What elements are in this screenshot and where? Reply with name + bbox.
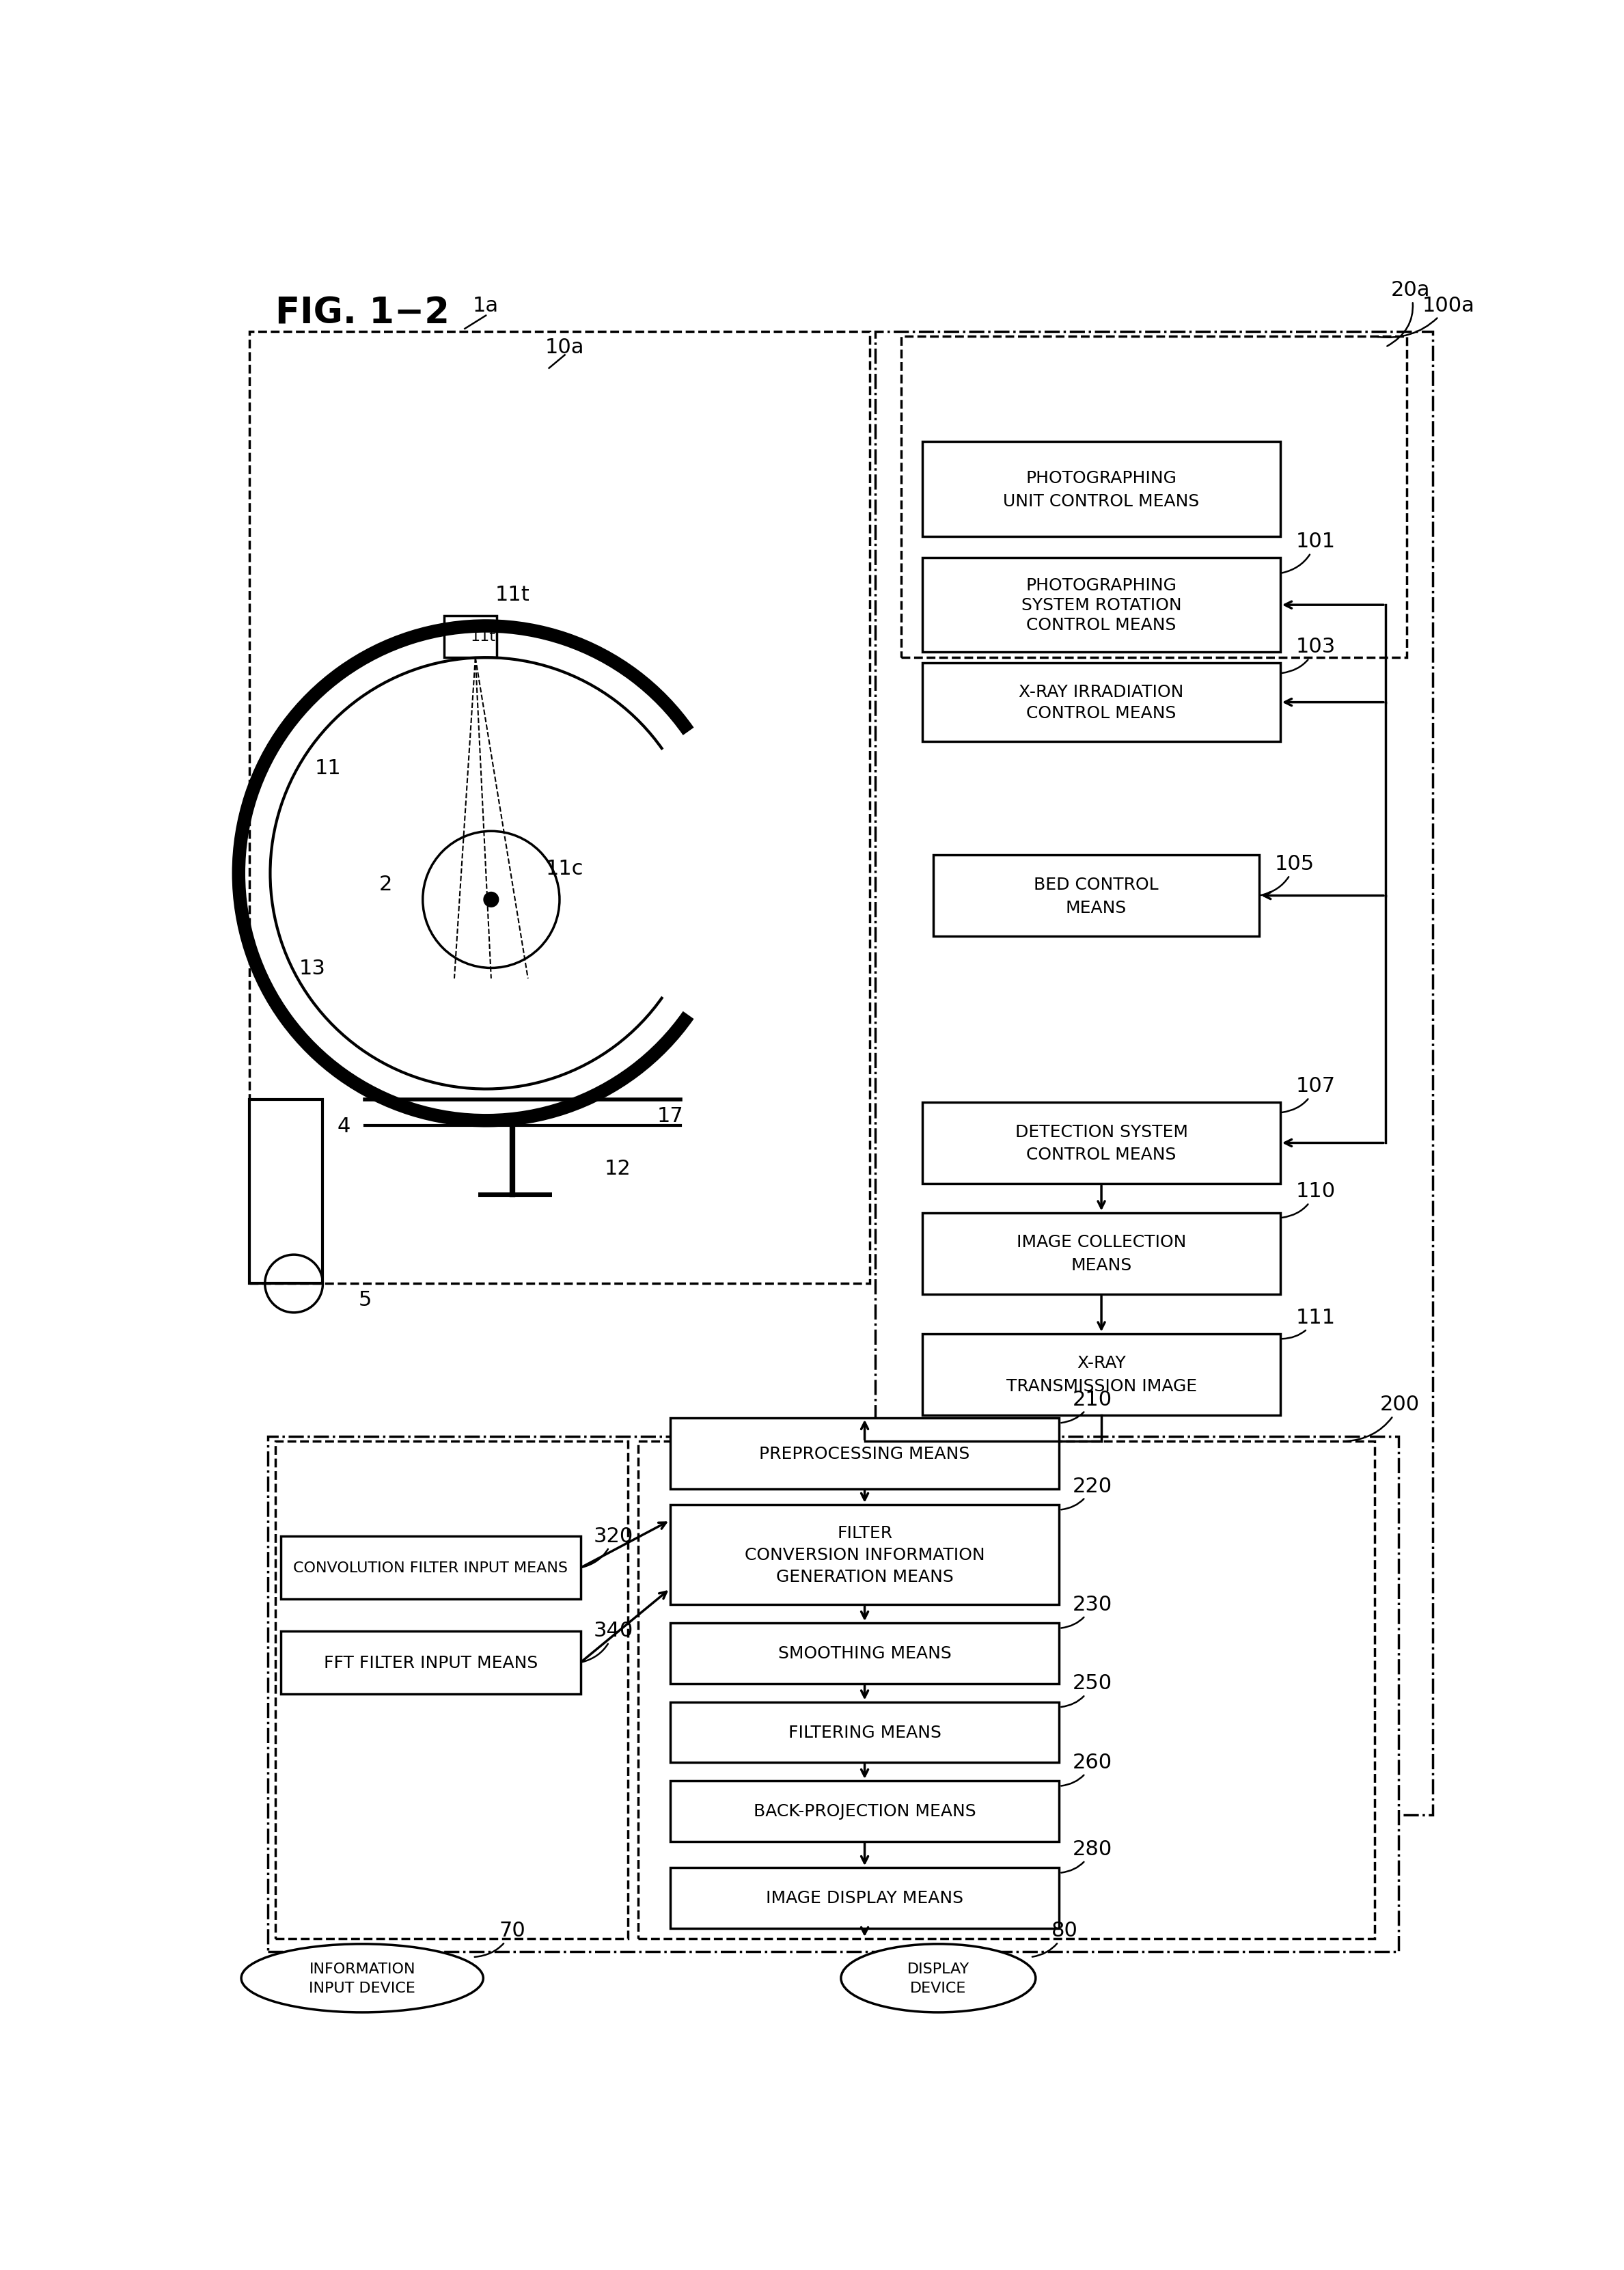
Bar (671, 1419, 1059, 1489)
Bar (248, 331, 870, 1285)
Bar (922, 1335, 1280, 1416)
Bar (671, 1868, 1059, 1927)
Text: 11t: 11t (495, 586, 529, 604)
Text: 340: 340 (583, 1621, 633, 1662)
Text: BACK-PROJECTION MEANS: BACK-PROJECTION MEANS (754, 1802, 976, 1821)
Text: 210: 210 (1060, 1389, 1112, 1423)
Bar (922, 558, 1280, 654)
Ellipse shape (841, 1943, 1036, 2013)
Text: FIG. 1−2: FIG. 1−2 (276, 295, 450, 331)
Ellipse shape (242, 1943, 484, 2013)
Text: 11t: 11t (469, 631, 495, 645)
Text: MEANS: MEANS (1070, 1258, 1132, 1273)
Text: INFORMATION: INFORMATION (309, 1961, 416, 1975)
Bar (922, 663, 1280, 742)
Bar (922, 1103, 1280, 1185)
Bar (671, 1702, 1059, 1762)
Bar (934, 856, 1259, 938)
Text: CONTROL MEANS: CONTROL MEANS (1026, 706, 1176, 722)
Bar (268, 1437, 1398, 1952)
Text: SYSTEM ROTATION: SYSTEM ROTATION (1021, 597, 1182, 613)
Text: SMOOTHING MEANS: SMOOTHING MEANS (778, 1646, 952, 1662)
Text: MEANS: MEANS (1065, 899, 1127, 915)
Text: 70: 70 (474, 1920, 526, 1957)
Bar (671, 1505, 1059, 1605)
Text: PHOTOGRAPHING: PHOTOGRAPHING (1026, 577, 1177, 592)
Text: 17: 17 (656, 1105, 684, 1126)
Bar (901, 338, 1406, 658)
Text: GENERATION MEANS: GENERATION MEANS (776, 1569, 953, 1584)
Text: 250: 250 (1060, 1673, 1112, 1707)
Bar (671, 1782, 1059, 1841)
Text: 105: 105 (1262, 854, 1315, 897)
Text: 5: 5 (359, 1289, 372, 1310)
Text: CONVERSION INFORMATION: CONVERSION INFORMATION (744, 1546, 984, 1564)
Text: PREPROCESSING MEANS: PREPROCESSING MEANS (760, 1446, 970, 1462)
Text: 11: 11 (315, 758, 341, 779)
Text: 103: 103 (1281, 638, 1337, 674)
Text: IMAGE DISPLAY MEANS: IMAGE DISPLAY MEANS (767, 1891, 963, 1907)
Bar (248, 1099, 323, 1285)
Text: 220: 220 (1060, 1476, 1112, 1510)
Text: 111: 111 (1283, 1308, 1337, 1339)
Text: 100a: 100a (1377, 295, 1475, 338)
Text: 230: 230 (1060, 1594, 1112, 1628)
Text: 12: 12 (604, 1158, 630, 1178)
Text: 13: 13 (299, 958, 325, 978)
Text: FILTER: FILTER (836, 1525, 892, 1541)
Bar (922, 1212, 1280, 1294)
Text: CONVOLUTION FILTER INPUT MEANS: CONVOLUTION FILTER INPUT MEANS (294, 1562, 568, 1575)
Text: 20a: 20a (1387, 279, 1431, 347)
Text: 260: 260 (1060, 1752, 1112, 1786)
Text: 1a: 1a (473, 295, 499, 316)
Bar (671, 1623, 1059, 1684)
Bar (281, 1537, 580, 1600)
Bar (638, 1441, 1376, 1939)
Text: 80: 80 (1033, 1920, 1078, 1957)
Text: 107: 107 (1281, 1076, 1337, 1112)
Text: X-RAY IRRADIATION: X-RAY IRRADIATION (1018, 683, 1184, 701)
Text: CONTROL MEANS: CONTROL MEANS (1026, 1146, 1176, 1162)
Text: DETECTION SYSTEM: DETECTION SYSTEM (1015, 1124, 1187, 1140)
Text: FILTERING MEANS: FILTERING MEANS (788, 1725, 942, 1741)
Text: 200: 200 (1345, 1394, 1419, 1441)
Text: X-RAY: X-RAY (1077, 1355, 1125, 1371)
Bar (443, 615, 497, 658)
Text: 101: 101 (1281, 531, 1337, 574)
Text: DISPLAY: DISPLAY (908, 1961, 970, 1975)
Text: 2: 2 (380, 874, 393, 894)
Text: 280: 280 (1060, 1839, 1112, 1873)
Circle shape (484, 892, 499, 908)
Text: FFT FILTER INPUT MEANS: FFT FILTER INPUT MEANS (323, 1655, 538, 1671)
Bar (281, 1632, 580, 1693)
Bar (875, 331, 1432, 1816)
Text: TRANSMISSION IMAGE: TRANSMISSION IMAGE (1005, 1378, 1197, 1394)
Text: INPUT DEVICE: INPUT DEVICE (309, 1982, 416, 1995)
Text: DEVICE: DEVICE (909, 1982, 966, 1995)
Text: 4: 4 (338, 1117, 351, 1135)
Text: 110: 110 (1281, 1180, 1337, 1219)
Text: CONTROL MEANS: CONTROL MEANS (1026, 617, 1176, 633)
Text: 320: 320 (583, 1525, 633, 1569)
Text: BED CONTROL: BED CONTROL (1034, 876, 1158, 892)
Text: 11c: 11c (546, 858, 583, 878)
Bar (922, 443, 1280, 538)
Text: 10a: 10a (546, 338, 585, 356)
Text: PHOTOGRAPHING: PHOTOGRAPHING (1026, 470, 1177, 486)
Bar (276, 1441, 628, 1939)
Text: IMAGE COLLECTION: IMAGE COLLECTION (1017, 1235, 1186, 1251)
Text: UNIT CONTROL MEANS: UNIT CONTROL MEANS (1004, 493, 1200, 508)
